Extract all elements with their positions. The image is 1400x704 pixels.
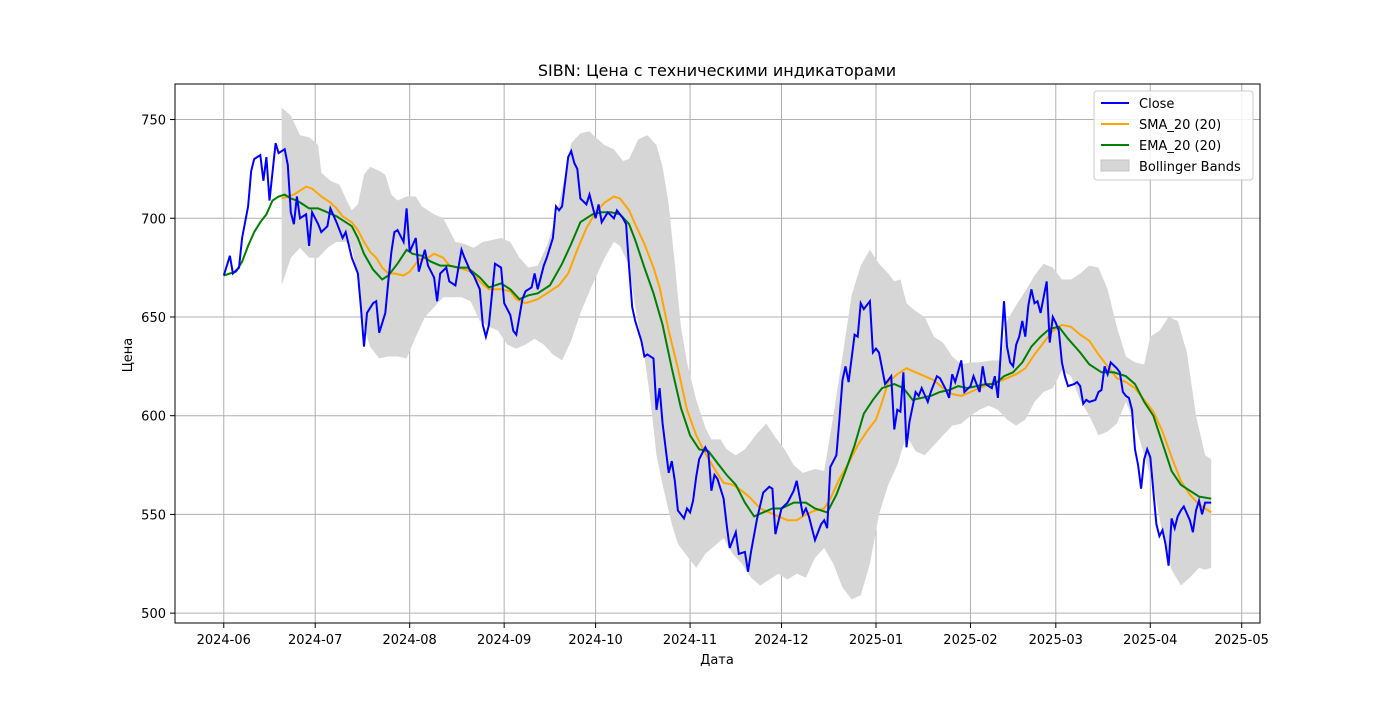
legend-ema-label: EMA_20 (20) <box>1139 139 1221 154</box>
bollinger-bands-area <box>281 107 1212 600</box>
legend: Close SMA_20 (20) EMA_20 (20) Bollinger … <box>1093 90 1254 181</box>
y-tick-label: 750 <box>141 114 166 129</box>
x-tick-label: 2024-09 <box>477 633 531 648</box>
x-axis: 2024-06 2024-07 2024-08 2024-09 2024-10 2024-… <box>197 623 1269 648</box>
x-tick-label: 2024-08 <box>383 633 437 648</box>
x-tick-label: 2025-01 <box>849 633 903 648</box>
x-tick-label: 2024-06 <box>197 633 251 648</box>
x-tick-label: 2024-12 <box>754 633 808 648</box>
y-axis-label: Цена <box>121 338 136 373</box>
close-price-line <box>222 142 1212 572</box>
legend-close-label: Close <box>1139 97 1174 112</box>
x-tick-label: 2024-11 <box>663 633 717 648</box>
legend-bands-swatch <box>1100 159 1130 172</box>
y-tick-label: 600 <box>141 410 166 425</box>
y-tick-label: 650 <box>141 311 166 326</box>
plot-frame <box>174 83 1261 624</box>
y-tick-label: 700 <box>141 212 166 227</box>
x-tick-label: 2025-03 <box>1029 633 1083 648</box>
ema-20-line <box>223 193 1212 518</box>
x-tick-label: 2025-04 <box>1123 633 1177 648</box>
legend-sma-label: SMA_20 (20) <box>1139 118 1221 133</box>
sma-20-line <box>281 185 1212 522</box>
legend-box <box>1093 90 1254 181</box>
chart-title: SIBN: Цена с техническими индикаторами <box>538 61 896 80</box>
y-tick-label: 550 <box>141 508 166 523</box>
x-tick-label: 2025-05 <box>1215 633 1269 648</box>
x-tick-label: 2024-07 <box>288 633 342 648</box>
y-axis: 500 550 600 650 700 750 <box>141 114 175 622</box>
x-axis-label: Дата <box>700 653 734 668</box>
x-tick-label: 2025-02 <box>943 633 997 648</box>
y-tick-label: 500 <box>141 607 166 622</box>
legend-bands-label: Bollinger Bands <box>1139 160 1241 175</box>
x-tick-label: 2024-10 <box>568 633 622 648</box>
